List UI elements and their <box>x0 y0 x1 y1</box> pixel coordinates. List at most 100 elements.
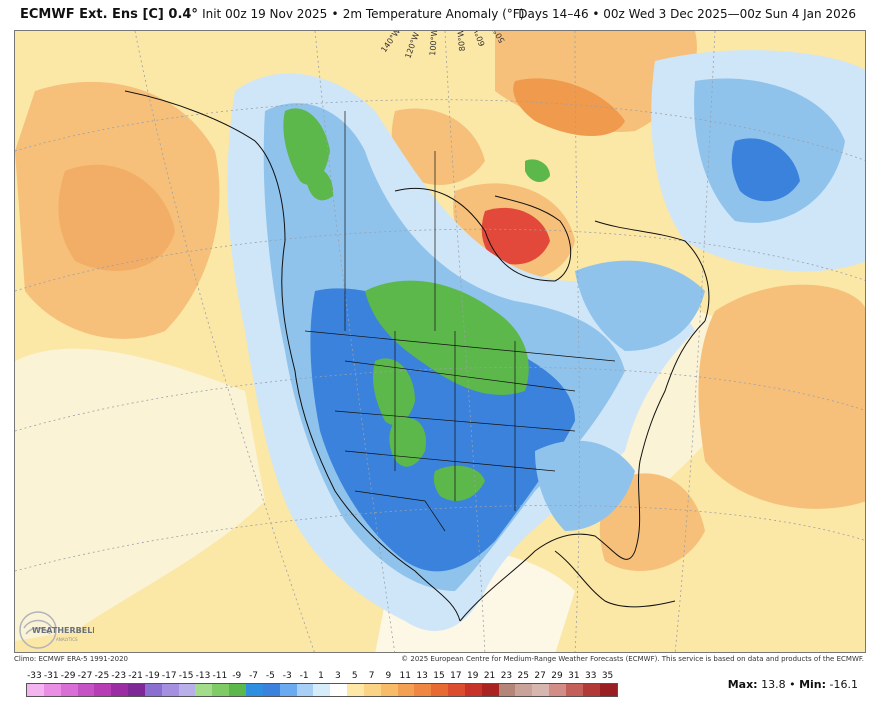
colorbar-swatch <box>178 684 196 696</box>
neutral-zone-pacific <box>15 348 265 641</box>
colorbar-swatch <box>296 684 314 696</box>
longitude-label: 100°W <box>428 31 439 56</box>
climo-note: Climo: ECMWF ERA-5 1991-2020 <box>14 655 128 663</box>
colorbar-swatch <box>431 684 449 696</box>
graticule <box>15 31 865 652</box>
colorbar-swatch <box>111 684 129 696</box>
colorbar-tick-label: 27 <box>534 671 546 681</box>
colorbar-swatch <box>77 684 95 696</box>
coastlines <box>124 90 710 622</box>
colorbar-tick-label: -33 <box>27 671 42 681</box>
colorbar-swatch <box>582 684 600 696</box>
warm-southeast-atlantic <box>599 473 705 571</box>
colorbar-tick-label: -9 <box>232 671 242 681</box>
colorbar-tick-label: -27 <box>77 671 93 681</box>
colorbar-swatch <box>43 684 61 696</box>
header-title: ECMWF Ext. Ens [C] 0.4° Init 00z 19 Nov … <box>20 7 524 22</box>
field-name: 2m Temperature Anomaly (°F) <box>342 7 525 21</box>
model-name: ECMWF Ext. Ens [C] 0.4° <box>20 7 198 22</box>
cold-anomaly-colorado <box>389 417 426 467</box>
political-borders <box>304 111 616 532</box>
warm-atlantic <box>698 284 865 509</box>
colorbar-swatch <box>397 684 415 696</box>
colorbar-swatch <box>414 684 432 696</box>
colorbar-swatch <box>212 684 230 696</box>
colorbar-tick-label: 23 <box>500 671 513 681</box>
min-label: Min: <box>799 678 827 691</box>
colorbar-swatch <box>498 684 516 696</box>
cold-anomaly-prairies <box>365 280 529 395</box>
colorbar-swatch <box>262 684 280 696</box>
colorbar-tick-label: -21 <box>128 671 143 681</box>
warm-hudson-bay-core <box>481 207 550 265</box>
colorbar-tick-label: 33 <box>584 671 597 681</box>
colorbar-tick-label: 25 <box>517 671 529 681</box>
cool-atlantic-core <box>731 138 800 202</box>
valid-period: Days 14–46 • 00z Wed 3 Dec 2025—00z Sun … <box>518 7 856 21</box>
svg-text:WEATHERBELL: WEATHERBELL <box>32 626 94 635</box>
colorbar-tick-label: -3 <box>282 671 292 681</box>
colorbar-tick-label: -1 <box>299 671 309 681</box>
colorbar-swatch <box>532 684 550 696</box>
colorbar-swatch <box>549 684 566 696</box>
colorbar-tick-label: -31 <box>43 671 59 681</box>
colorbar-swatch <box>481 684 499 696</box>
colorbar-swatch <box>279 684 297 696</box>
colorbar-swatch <box>363 684 381 696</box>
colorbar-tick-label: -11 <box>212 671 228 681</box>
colorbar-tick-label: 13 <box>416 671 428 681</box>
warm-greenland <box>513 78 625 136</box>
cold-anomaly-rockies <box>373 358 415 425</box>
colorbar-tick-label: -15 <box>178 671 194 681</box>
colorbar <box>26 683 618 697</box>
colorbar-tick-label: -29 <box>60 671 76 681</box>
min-value: -16.1 <box>829 678 858 691</box>
colorbar-tick-label: 29 <box>551 671 563 681</box>
colorbar-swatch <box>313 684 331 696</box>
cold-anomaly-alaska <box>283 108 330 185</box>
cold-anomaly-greenland <box>525 159 550 183</box>
colorbar-swatch <box>599 684 617 696</box>
stats-separator: • <box>789 678 796 691</box>
colorbar-swatch <box>330 684 348 696</box>
colorbar-swatch <box>128 684 145 696</box>
colorbar-swatch <box>229 684 246 696</box>
colorbar-tick-label: -13 <box>195 671 211 681</box>
colorbar-tick-label: 11 <box>399 671 411 681</box>
max-min-stats: Max: 13.8 • Min: -16.1 <box>728 678 858 691</box>
colorbar-swatch <box>347 684 364 696</box>
longitude-label: 80°W <box>456 31 467 52</box>
header: ECMWF Ext. Ens [C] 0.4° Init 00z 19 Nov … <box>0 0 878 30</box>
colorbar-tick-label: 17 <box>450 671 462 681</box>
cold-anomaly-yukon <box>305 167 334 201</box>
max-label: Max: <box>727 678 758 691</box>
colorbar-tick-label: -19 <box>145 671 160 681</box>
warm-pacific-core <box>58 164 175 271</box>
colorbar-tick-label: 31 <box>568 671 580 681</box>
colorbar-tick-label: -5 <box>265 671 275 681</box>
colorbar-swatch <box>448 684 465 696</box>
max-value: 13.8 <box>761 678 786 691</box>
warm-arctic-islands <box>391 108 485 185</box>
colorbar-swatch <box>566 684 583 696</box>
colorbar-tick-label: 21 <box>483 671 496 681</box>
colorbar-swatch <box>380 684 398 696</box>
colorbar-tick-label: 15 <box>433 671 445 681</box>
colorbar-swatch <box>60 684 78 696</box>
colorbar-tick-label: -25 <box>94 671 110 681</box>
cool-northeast <box>575 260 705 351</box>
colorbar-swatch <box>161 684 179 696</box>
colorbar-tick-label: -17 <box>161 671 177 681</box>
colorbar-tick-label: -7 <box>249 671 259 681</box>
copyright-note: © 2025 European Centre for Medium-Range … <box>401 655 864 663</box>
map-canvas: 140°W 120°W 100°W 80°W 60°W 50°W <box>15 31 865 652</box>
colorbar-tick-label: 3 <box>334 671 341 681</box>
colorbar-swatch <box>464 684 482 696</box>
svg-text:ANALYTICS: ANALYTICS <box>56 637 78 642</box>
colorbar-tick-label: 19 <box>466 671 479 681</box>
cool-southeast <box>535 440 635 531</box>
colorbar-tick-label: 35 <box>601 671 614 681</box>
colorbar-labels: -33 -31 -29 -27 -25 -23 -21 -19 -17 -15 -13 -11 -9 -7… <box>18 671 628 682</box>
colorbar-swatch <box>94 684 112 696</box>
colorbar-swatch <box>27 684 44 696</box>
